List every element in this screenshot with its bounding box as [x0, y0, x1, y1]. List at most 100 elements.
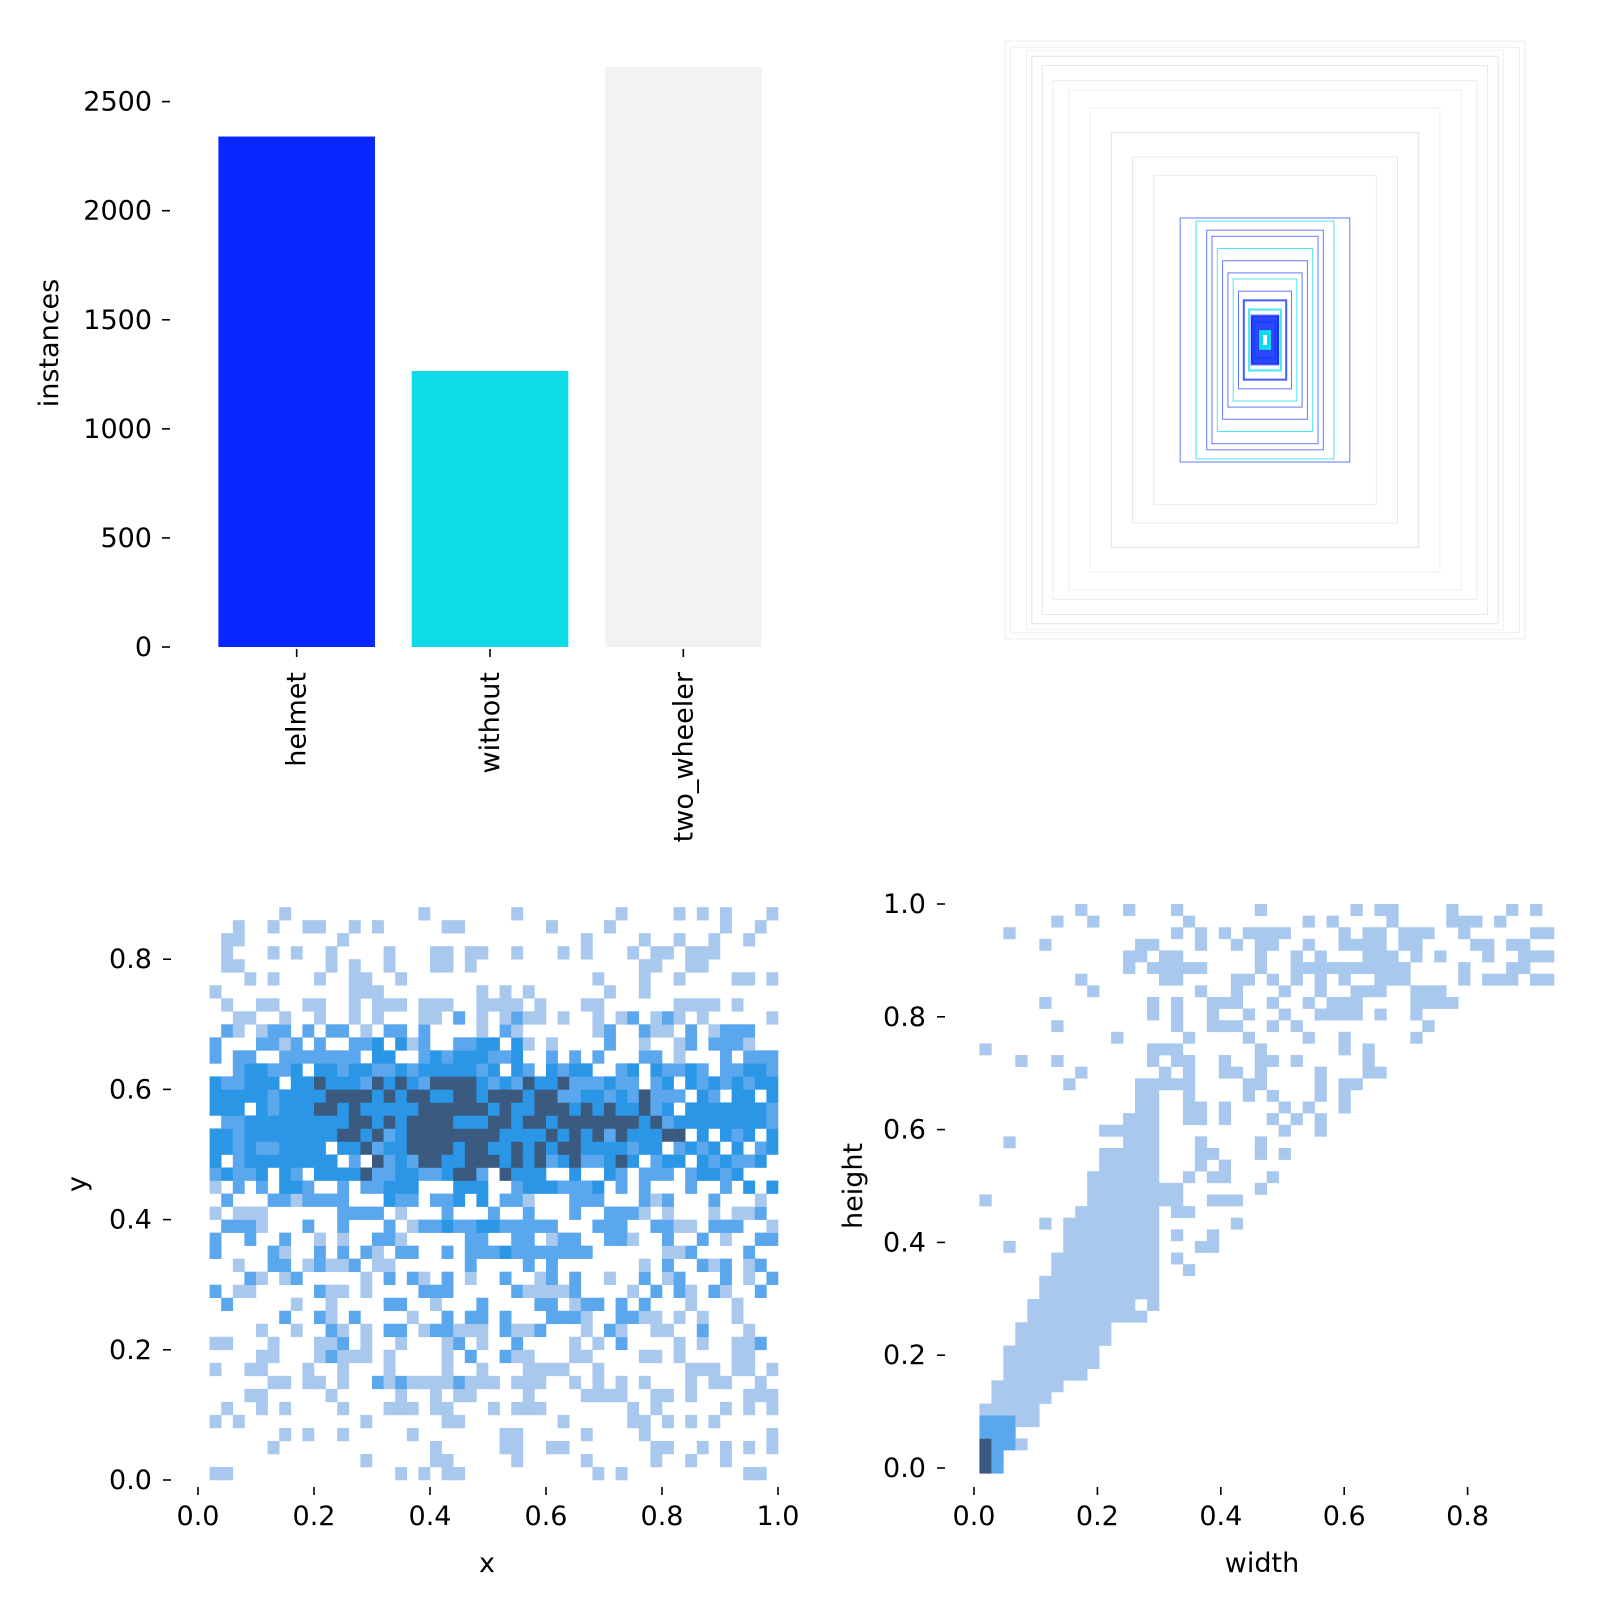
heatmap-cell	[1003, 1136, 1016, 1149]
heatmap-cell	[731, 1141, 744, 1155]
heatmap-cell	[1123, 1275, 1136, 1288]
heatmap-cell	[743, 1271, 756, 1285]
heatmap-cell	[430, 1440, 442, 1455]
heatmap-cell	[1135, 1217, 1148, 1230]
heatmap-cell	[1266, 996, 1279, 1009]
heatmap-cell	[232, 1115, 245, 1129]
heatmap-cell	[557, 1102, 570, 1116]
heatmap-cell	[638, 1115, 651, 1129]
heatmap-cell	[569, 1076, 582, 1090]
heatmap-cell	[534, 1011, 547, 1025]
heatmap-cell	[592, 1024, 605, 1038]
bounding-box-outline	[1089, 107, 1441, 573]
heatmap-cell	[604, 1206, 616, 1220]
heatmap-cell	[546, 1089, 558, 1103]
heatmap-cell	[534, 1089, 547, 1103]
heatmap-cell	[476, 1154, 489, 1168]
heatmap-cell	[991, 1415, 1004, 1428]
heatmap-cell	[627, 1310, 640, 1325]
heatmap-cell	[302, 1219, 315, 1233]
heatmap-cell	[1182, 1101, 1196, 1114]
heatmap-cell	[766, 1128, 779, 1142]
heatmap-cell	[580, 1141, 593, 1155]
heatmap-cell	[522, 1089, 535, 1103]
heatmap-cell	[1158, 1194, 1172, 1207]
heatmap-cell	[522, 1180, 535, 1194]
heatmap-cell	[256, 1076, 268, 1090]
heatmap-cell	[580, 1427, 593, 1442]
heatmap-cell	[557, 1245, 570, 1259]
heatmap-cell	[267, 1089, 280, 1103]
heatmap-cell	[569, 1310, 582, 1325]
heatmap-cell	[754, 1232, 767, 1246]
heatmap-cell	[627, 946, 640, 960]
heatmap-cell	[754, 920, 767, 934]
heatmap-cell	[1147, 1287, 1160, 1300]
heatmap-cell	[731, 1024, 744, 1038]
heatmap-cell	[325, 1115, 338, 1129]
heatmap-cell	[1111, 1182, 1124, 1195]
heatmap-cell	[337, 1258, 350, 1272]
heatmap-cell	[221, 1297, 234, 1312]
heatmap-cell	[557, 1232, 570, 1246]
heatmap-cell	[499, 1323, 512, 1338]
heatmap-cell	[557, 1284, 570, 1299]
heatmap-cell	[244, 1141, 257, 1155]
heatmap-cell	[1147, 1043, 1160, 1056]
heatmap-cell	[325, 1154, 338, 1168]
heatmap-cell	[337, 1128, 350, 1142]
heatmap-cell	[441, 1401, 454, 1416]
heatmap-cell	[476, 1037, 489, 1051]
heatmap-cell	[302, 1102, 315, 1116]
heatmap-cell	[1338, 1078, 1351, 1091]
heatmap-cell	[360, 1206, 373, 1220]
heatmap-cell	[372, 998, 384, 1012]
heatmap-cell	[383, 1050, 396, 1064]
heatmap-cell	[1123, 1124, 1136, 1137]
heatmap-cell	[569, 1141, 582, 1155]
bounding-box-outline	[1052, 80, 1478, 600]
heatmap-cell	[406, 1193, 419, 1207]
heatmap-cell	[1254, 927, 1268, 940]
heatmap-cell	[1135, 1089, 1148, 1102]
heatmap-cell	[1123, 1229, 1136, 1242]
heatmap-cell	[290, 1141, 303, 1155]
heatmap-cell	[615, 907, 628, 921]
heatmap-cell	[244, 1063, 257, 1077]
heatmap-cell	[731, 1037, 744, 1051]
heatmap-cell	[337, 1063, 350, 1077]
y-tick-label: 0.2	[109, 1335, 152, 1366]
heatmap-cell	[1135, 1101, 1148, 1114]
heatmap-cell	[441, 1167, 454, 1181]
heatmap-cell	[1015, 1391, 1028, 1404]
heatmap-cell	[476, 1089, 489, 1103]
x-tick-label: 0.4	[409, 1501, 452, 1532]
heatmap-cell	[592, 1336, 605, 1351]
heatmap-cell	[267, 1154, 280, 1168]
heatmap-cell	[1039, 938, 1052, 951]
heatmap-cell	[1170, 1194, 1184, 1207]
heatmap-cell	[221, 998, 234, 1012]
heatmap-cell	[592, 1466, 605, 1481]
heatmap-cell	[244, 1232, 257, 1246]
heatmap-cell	[360, 972, 373, 986]
heatmap-cell	[534, 1401, 547, 1416]
heatmap-cell	[638, 1349, 651, 1364]
heatmap-cell	[256, 1167, 268, 1181]
heatmap-cell	[534, 1375, 547, 1390]
heatmap-cell	[1290, 950, 1303, 963]
heatmap-cell	[1362, 1043, 1375, 1056]
heatmap-cell	[979, 1194, 992, 1207]
heatmap-cell	[267, 1115, 280, 1129]
heatmap-cell	[395, 1297, 408, 1312]
heatmap-cell	[673, 1219, 686, 1233]
heatmap-cell	[592, 1076, 605, 1090]
heatmap-cell	[511, 1076, 524, 1090]
heatmap-cell	[592, 1050, 605, 1064]
heatmap-cell	[1051, 1252, 1064, 1265]
heatmap-cell	[696, 1128, 709, 1142]
heatmap-cell	[766, 1115, 779, 1129]
heatmap-cell	[290, 1128, 303, 1142]
heatmap-cell	[290, 1193, 303, 1207]
heatmap-cell	[650, 1141, 663, 1155]
